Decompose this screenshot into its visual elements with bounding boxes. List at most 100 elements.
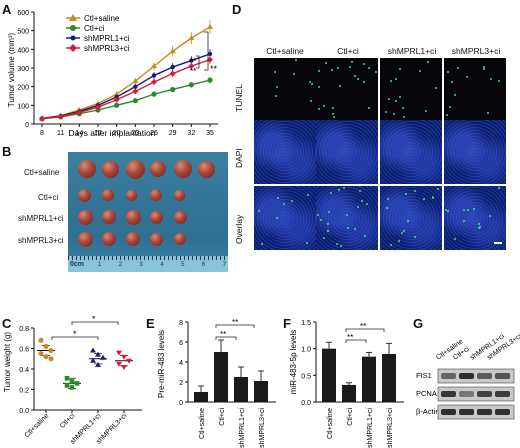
tumor [174, 233, 186, 245]
tunel-dot [258, 210, 261, 213]
tunel-dot [295, 59, 298, 61]
tunel-dot [273, 70, 276, 73]
blot-band [459, 391, 474, 397]
tunel-dot [473, 207, 476, 210]
a-point [132, 98, 138, 104]
tunel-dot [362, 81, 365, 84]
tunel-dot [387, 198, 390, 201]
tunel-dot [404, 193, 407, 195]
tunel-dot [490, 77, 493, 80]
blot-band [495, 409, 510, 415]
tunel-dot [402, 107, 405, 110]
e-xtick-label: Ctl+saline [199, 408, 206, 439]
tunel-dot [395, 78, 398, 81]
tunel-dot [337, 67, 340, 70]
c-point [116, 361, 122, 367]
panel-label-e: E [146, 316, 155, 331]
e-xtick-label: shMPRL3+ci [259, 408, 266, 448]
mir-483-5p-chart: miR-483-5p levels 0.0 0.5 1.0 1.5 Ctl+saline… [289, 320, 404, 448]
a-ytick-label: 500 [17, 29, 29, 36]
e-xtick-label: Ctl+ci [219, 408, 226, 426]
tunel-dot [447, 209, 450, 212]
tunel-dot [392, 112, 395, 115]
tunel-dot [346, 227, 349, 230]
tunel-dot [363, 63, 366, 66]
a-point [76, 109, 83, 116]
a-series-line [41, 53, 211, 120]
tunel-dot [479, 226, 482, 229]
a-point [207, 51, 213, 57]
tumor [102, 189, 114, 201]
tumor [150, 161, 166, 177]
tunel-dot [316, 214, 319, 217]
tunel-dot [450, 80, 453, 83]
c-point [43, 354, 49, 360]
c-point [74, 381, 80, 386]
tunel-dot [322, 105, 325, 108]
tunel-dot [435, 86, 438, 89]
tunel-dot [488, 214, 491, 217]
tunel-dot [446, 114, 449, 117]
tumor [150, 210, 163, 224]
d-col-shmprl3: shMPRL3+ci [451, 46, 501, 56]
a-xtick-label: 23 [131, 130, 139, 137]
tunel-dot [261, 243, 264, 246]
tunel-dot [337, 188, 340, 191]
tunel-dot [332, 112, 335, 115]
a-xtick-label: 17 [94, 130, 102, 137]
a-ytick-label: 400 [17, 47, 29, 54]
blot-band [477, 373, 492, 379]
f-bar [362, 356, 376, 402]
legend-ctl-ci: Ctl+ci [84, 24, 104, 33]
tumor [78, 209, 93, 225]
a-point [207, 77, 213, 83]
c-ytick-label: 0.6 [19, 347, 29, 354]
tunel-dot [357, 205, 360, 208]
tunel-dot [317, 107, 320, 110]
tunel-dot [431, 197, 434, 200]
c-point [43, 343, 49, 349]
microscopy-tile [316, 58, 378, 120]
tunel-dot [498, 80, 501, 83]
f-ylabel: miR-483-5p levels [289, 330, 298, 394]
tumor [198, 160, 215, 178]
microscopy-tile [444, 186, 506, 250]
panel-label-g: G [413, 316, 424, 331]
tunel-dot [453, 93, 456, 96]
tumor [126, 209, 141, 225]
a-point [57, 113, 64, 120]
tunel-dot [478, 222, 481, 225]
f-xtick-label: Ctl+saline [327, 408, 334, 439]
tunel-dot [324, 61, 327, 64]
tunel-dot [390, 79, 393, 82]
tumor [78, 160, 96, 178]
e-sig-1: ** [232, 318, 238, 327]
tumor [174, 189, 185, 201]
tunel-dot [349, 65, 352, 68]
tunel-dot [453, 238, 456, 241]
f-bar [382, 354, 396, 402]
tunel-dot [307, 194, 310, 197]
a-point [39, 115, 45, 122]
g-band-pcna: PCNA [416, 389, 437, 398]
blot-band [441, 391, 456, 397]
tunel-dot [335, 242, 338, 245]
a-point [189, 58, 194, 63]
tunel-dot [399, 68, 402, 71]
blot-band [495, 373, 510, 379]
tunel-dot [486, 112, 489, 115]
c-ytick-label: 0.0 [19, 408, 29, 415]
d-row-dapi: DAPI [234, 148, 244, 168]
a-xtick-label: 14 [75, 130, 83, 137]
tunel-dot [385, 206, 388, 209]
a-sig-inner1: ** [190, 57, 196, 66]
legend-shmprl3-ci: shMPRL3+ci [84, 44, 130, 53]
tunel-dot [467, 208, 470, 211]
c-point [126, 358, 132, 364]
tumor [78, 231, 93, 247]
tunel-dot [345, 213, 348, 216]
f-sig-1: ** [360, 322, 366, 331]
f-ytick-label: 1.0 [301, 347, 311, 354]
e-bar [254, 381, 268, 402]
tunel-dot [374, 70, 377, 73]
